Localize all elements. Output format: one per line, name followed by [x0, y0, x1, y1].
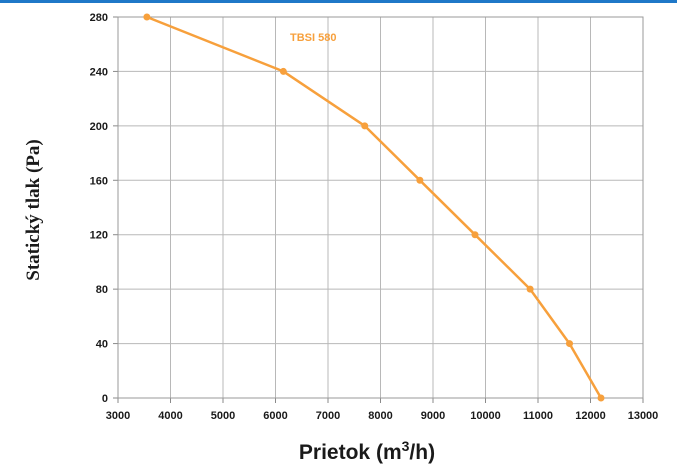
- y-tick-label: 40: [96, 339, 108, 351]
- y-axis-title: Statický tlak (Pa): [23, 139, 44, 280]
- y-tick-label: 120: [90, 230, 108, 242]
- data-point: [416, 176, 424, 184]
- y-tick-label: 240: [90, 66, 108, 78]
- x-tick-label: 11000: [523, 410, 553, 422]
- x-tick-label: 6000: [263, 410, 287, 422]
- data-point: [279, 67, 287, 75]
- y-tick-label: 0: [102, 393, 108, 405]
- top-accent-bar: [0, 0, 677, 3]
- x-tick-label: 3000: [106, 410, 130, 422]
- y-tick-label: 160: [90, 175, 108, 187]
- x-tick-label: 4000: [158, 410, 182, 422]
- data-point: [597, 394, 605, 402]
- y-tick-label: 80: [96, 284, 108, 296]
- x-axis-title-superscript: 3: [402, 438, 410, 454]
- data-point: [361, 122, 369, 130]
- data-point: [471, 231, 479, 239]
- data-point: [143, 13, 151, 21]
- labels: Statický tlak (Pa) Prietok (m3/h): [23, 139, 435, 464]
- data-point: [526, 285, 534, 293]
- x-tick-label: 5000: [211, 410, 235, 422]
- x-tick-label: 13000: [628, 410, 659, 422]
- x-axis-title-tail: /h): [409, 441, 435, 464]
- x-axis-title: Prietok (m3/h): [299, 438, 435, 464]
- x-tick-label: 7000: [316, 410, 340, 422]
- data-point: [566, 340, 573, 348]
- x-tick-label: 9000: [421, 410, 445, 422]
- series-layer: TBSI 580: [143, 13, 605, 402]
- y-tick-label: 200: [90, 121, 108, 133]
- series-label: TBSI 580: [290, 32, 336, 44]
- series-line: [146, 15, 603, 399]
- axes: 3000 4000 5000 6000 7000 8000 9000 10000 11000 12…: [90, 12, 659, 422]
- x-tick-label: 10000: [470, 410, 501, 422]
- x-tick-label: 12000: [575, 410, 606, 422]
- plot-border: [117, 16, 644, 399]
- y-tick-label: 280: [90, 12, 108, 24]
- x-tick-label: 8000: [368, 410, 392, 422]
- x-axis-title-main: Prietok (m: [299, 441, 402, 464]
- grid: [117, 16, 644, 399]
